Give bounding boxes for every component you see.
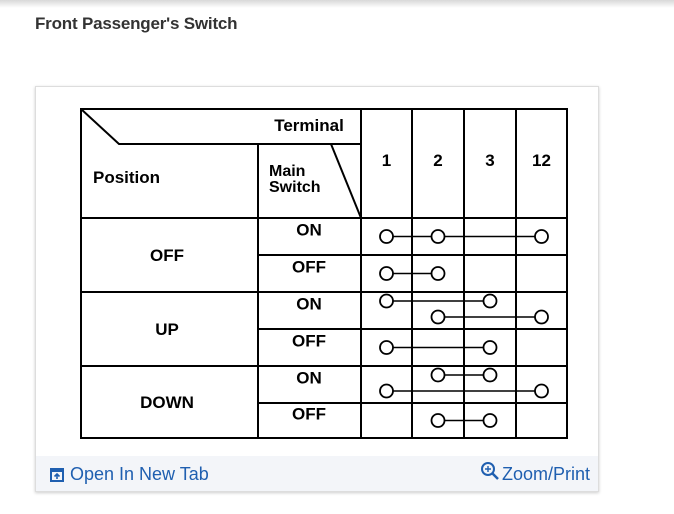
terminal-circle <box>482 340 498 355</box>
terminal-circle <box>534 309 549 325</box>
terminal-circle <box>482 367 498 383</box>
diagram-card: Terminal Position Main Switch 1 2 3 12 OFF ON OFF U… <box>35 86 599 492</box>
zoom-in-icon <box>480 461 499 480</box>
main-switch-state: OFF <box>292 405 326 424</box>
terminal-circle <box>534 229 549 244</box>
terminal-circle <box>430 266 446 281</box>
main-switch-state: ON <box>296 295 322 314</box>
terminal-circle <box>430 309 446 325</box>
zoom-print-label: Zoom/Print <box>501 464 590 484</box>
header-diagonal <box>80 108 361 145</box>
top-shadow <box>0 0 674 8</box>
position-label: OFF <box>150 246 184 265</box>
header-terminal: Terminal <box>274 116 344 135</box>
terminal-circle <box>430 413 446 428</box>
terminal-circle <box>430 367 446 383</box>
open-new-tab-icon <box>50 467 64 482</box>
position-label: UP <box>155 320 179 339</box>
header-position: Position <box>93 168 160 187</box>
terminal-circle <box>379 293 394 309</box>
terminal-circle <box>482 413 498 428</box>
open-in-new-tab-link[interactable]: Open In New Tab <box>50 464 209 485</box>
open-in-new-tab-label: Open In New Tab <box>70 464 209 484</box>
terminal-circle <box>379 383 394 399</box>
terminal-circle <box>534 383 549 399</box>
main-switch-state: ON <box>296 369 322 388</box>
table-border <box>80 108 568 439</box>
terminal-circle <box>379 340 394 355</box>
header-main-switch: Main <box>269 163 305 180</box>
main-switch-state: OFF <box>292 258 326 277</box>
terminal-label: 1 <box>382 151 391 170</box>
card-footer: Open In New Tab Zoom/Print <box>36 456 598 491</box>
zoom-print-link[interactable]: Zoom/Print <box>480 461 590 485</box>
terminal-circle <box>379 266 394 281</box>
main-switch-state: ON <box>296 221 322 240</box>
page-title: Front Passenger's Switch <box>35 14 238 33</box>
header-main-switch: Switch <box>269 179 321 196</box>
terminal-label: 2 <box>433 151 442 170</box>
header-diagonal <box>330 143 362 219</box>
position-label: DOWN <box>140 393 194 412</box>
terminal-circle <box>482 293 498 309</box>
terminal-label: 3 <box>485 151 494 170</box>
terminal-circle <box>379 229 394 244</box>
main-switch-state: OFF <box>292 332 326 351</box>
terminal-circle <box>430 229 446 244</box>
terminal-label: 12 <box>532 151 551 170</box>
